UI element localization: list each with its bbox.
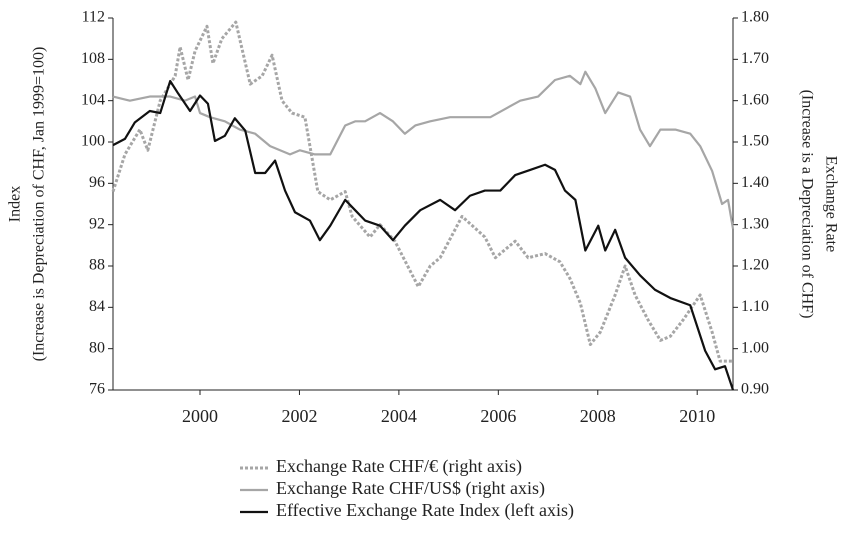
y-tick-label: 100 — [81, 133, 105, 150]
y2-axis-title: Exchange Rate — [822, 156, 839, 252]
series-line — [111, 20, 733, 363]
x-tick-label: 2008 — [580, 406, 616, 426]
y2-tick-label: 1.10 — [741, 298, 769, 315]
y-axis-title: (Increase is Depreciation of CHF, Jan 19… — [31, 47, 48, 362]
y2-tick-label: 1.00 — [741, 339, 769, 356]
y2-tick-label: 1.20 — [741, 257, 769, 274]
legend-label: Exchange Rate CHF/US$ (right axis) — [276, 478, 545, 499]
series-line — [112, 79, 735, 391]
y2-tick-label: 1.30 — [741, 215, 769, 232]
y-axis-title: Index — [7, 186, 24, 222]
y2-tick-label: 1.80 — [741, 9, 769, 26]
y2-axis-title: (Increase is a Depreciation of CHF) — [798, 90, 815, 319]
x-tick-label: 2006 — [480, 406, 516, 426]
y-tick-label: 112 — [82, 9, 105, 26]
y-tick-label: 104 — [81, 91, 105, 108]
y2-tick-label: 1.60 — [741, 91, 769, 108]
y2-tick-label: 1.50 — [741, 133, 769, 150]
y-tick-label: 96 — [89, 174, 105, 191]
x-tick-label: 2000 — [182, 406, 218, 426]
series-line — [112, 70, 735, 229]
y-tick-label: 92 — [89, 215, 105, 232]
x-tick-label: 2010 — [679, 406, 715, 426]
y-tick-label: 76 — [89, 381, 105, 398]
y-tick-label: 88 — [89, 257, 105, 274]
legend-label: Exchange Rate CHF/€ (right axis) — [276, 456, 522, 477]
y2-tick-label: 0.90 — [741, 381, 769, 398]
x-tick-label: 2002 — [281, 406, 317, 426]
legend-label: Effective Exchange Rate Index (left axis… — [276, 500, 574, 521]
y2-tick-label: 1.40 — [741, 174, 769, 191]
y-tick-label: 108 — [81, 50, 105, 67]
y-tick-label: 84 — [89, 298, 105, 315]
y-tick-label: 80 — [89, 339, 105, 356]
x-tick-label: 2004 — [381, 406, 417, 426]
y2-tick-label: 1.70 — [741, 50, 769, 67]
